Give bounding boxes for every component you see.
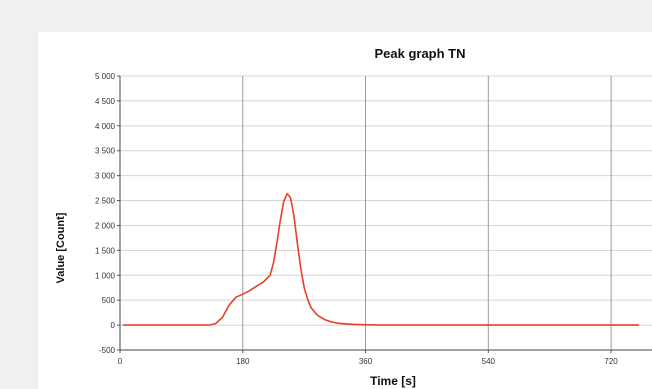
- y-tick-label: -500: [99, 346, 116, 355]
- y-tick-label: 3 500: [95, 147, 116, 156]
- chart-title: Peak graph TN: [374, 46, 465, 61]
- data-layer: [122, 192, 640, 326]
- series-line: [122, 192, 640, 326]
- y-tick-label: 3 000: [95, 172, 116, 181]
- x-tick-label: 180: [236, 357, 250, 366]
- y-tick-label: 1 000: [95, 271, 116, 280]
- x-tick-label: 360: [359, 357, 373, 366]
- y-tick-label: 5 000: [95, 72, 116, 81]
- y-tick-label: 4 500: [95, 97, 116, 106]
- y-tick-label: 0: [111, 321, 116, 330]
- y-tick-label: 500: [102, 296, 116, 305]
- x-tick-label: 0: [118, 357, 123, 366]
- x-tick-label: 720: [604, 357, 618, 366]
- y-tick-label: 2 500: [95, 197, 116, 206]
- chart-panel: -500 0 500 1 000 1 500 2 000 2 500 3 000 3 500 4 …: [38, 32, 652, 389]
- y-tick-label: 4 000: [95, 122, 116, 131]
- x-axis-label: Time [s]: [370, 374, 416, 388]
- y-tick-label: 1 500: [95, 246, 116, 255]
- y-tick-label: 2 000: [95, 221, 116, 230]
- grid-layer: [120, 75, 652, 351]
- y-axis-label: Value [Count]: [55, 212, 67, 283]
- x-tick-label: 540: [482, 357, 496, 366]
